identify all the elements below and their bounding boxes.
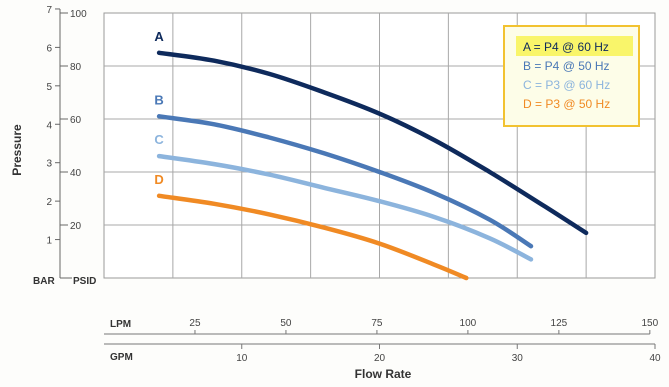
lpm-tick-label: 50 [280,318,292,329]
curve-label-b: B [154,92,163,107]
bar-tick-label: 6 [46,43,52,54]
psid-tick-label: 100 [70,9,87,20]
y-axis-title: Pressure [10,124,24,176]
bar-tick-label: 3 [46,159,52,170]
legend-entry-c: C = P3 @ 60 Hz [523,78,610,92]
gpm-tick-label: 40 [649,353,661,364]
legend-highlight [516,36,633,56]
lpm-tick-label: 25 [189,318,201,329]
psid-tick-label: 60 [70,115,82,126]
series-line-b [156,114,534,249]
bar-tick-label: 2 [46,197,52,208]
curve-label-c: C [154,132,164,147]
legend-entry-d: D = P3 @ 50 Hz [523,97,610,111]
lpm-tick-label: 125 [551,318,568,329]
series-line-c [156,153,534,262]
curve-labels: A B C D [154,29,164,187]
gpm-unit-label: GPM [110,352,133,363]
bar-tick-label: 4 [46,120,52,131]
legend-entry-a: A = P4 @ 60 Hz [523,40,609,54]
bar-tick-label: 7 [46,5,52,16]
bar-tick-label: 1 [46,236,52,247]
bar-unit-label: BAR [33,276,55,287]
legend-entry-b: B = P4 @ 50 Hz [523,59,610,73]
gpm-tick-label: 20 [374,353,386,364]
psid-unit-label: PSID [73,276,96,287]
curves [156,50,589,281]
series-line-a [156,50,589,236]
gpm-tick-label: 10 [236,353,248,364]
bar-tick-label: 5 [46,82,52,93]
series-line-d [156,193,469,281]
psid-tick-label: 20 [70,221,82,232]
psid-tick-label: 80 [70,62,82,73]
gpm-tick-label: 30 [512,353,524,364]
curve-label-d: D [154,172,163,187]
psid-tick-label: 40 [70,168,82,179]
lpm-tick-label: 150 [642,318,659,329]
lpm-tick-label: 75 [371,318,383,329]
lpm-tick-label: 100 [460,318,477,329]
x-axis-title: Flow Rate [355,367,412,381]
x-axis: 25 50 75 100 125 150 10 20 30 40 [104,318,661,364]
lpm-unit-label: LPM [110,319,131,330]
legend: A = P4 @ 60 Hz B = P4 @ 50 Hz C = P3 @ 60 … [503,25,640,127]
curve-label-a: A [154,29,164,44]
y-axis: 20 40 60 80 100 1 2 3 4 5 6 7 [46,5,87,279]
